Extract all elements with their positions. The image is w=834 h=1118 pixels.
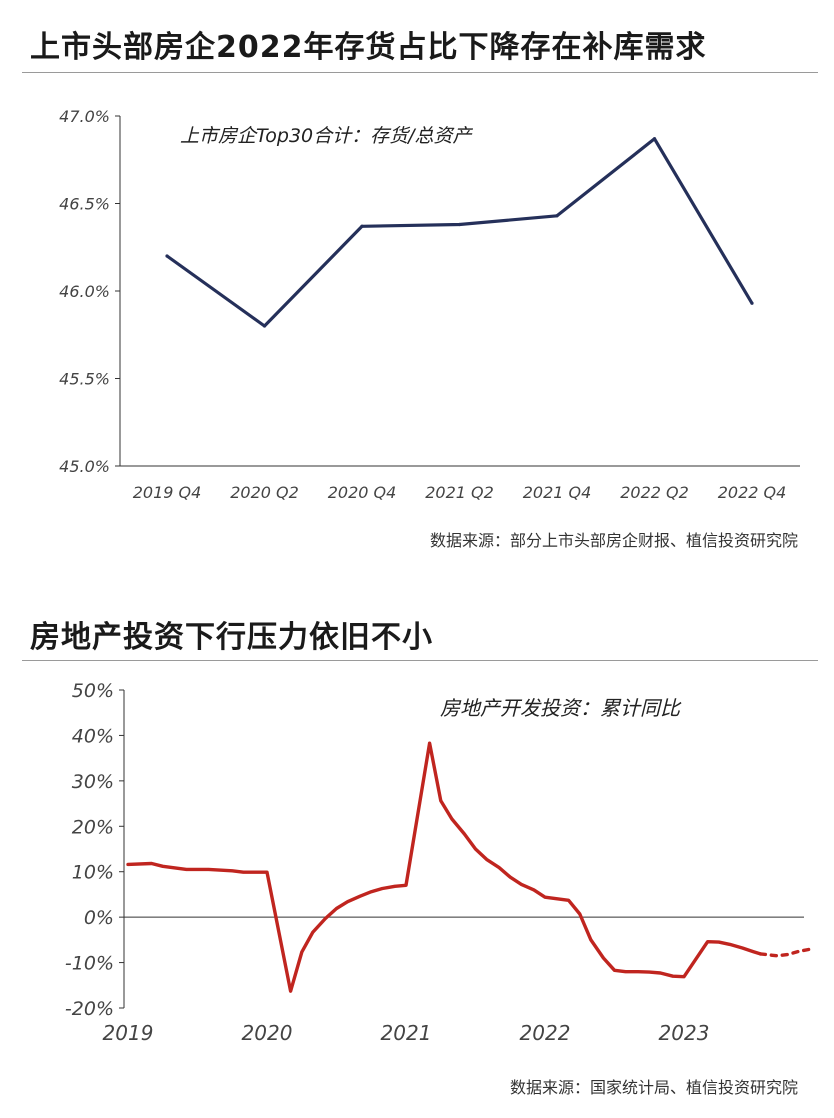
chart1-subtitle: 上市房企Top30合计：存货/总资产 bbox=[180, 125, 474, 147]
chart1-x-tick-label: 2021 Q4 bbox=[523, 483, 592, 502]
chart1-title: 上市头部房企2022年存货占比下降存在补库需求 bbox=[30, 30, 707, 65]
chart2-y-tick-label: 20% bbox=[72, 816, 114, 838]
chart2-y-tick-label: 10% bbox=[72, 862, 114, 884]
chart1-data-point bbox=[457, 222, 462, 227]
chart2-y-tick-label: 50% bbox=[72, 680, 114, 702]
chart2-title-rule bbox=[22, 660, 818, 661]
chart1-x-tick-label: 2021 Q2 bbox=[425, 483, 494, 502]
chart1-y-tick-label: 46.5% bbox=[59, 195, 110, 214]
chart2-y-tick-label: 40% bbox=[72, 725, 114, 747]
chart1-y-tick-label: 47.0% bbox=[59, 107, 110, 126]
chart2-y-tick-label: -20% bbox=[65, 998, 114, 1020]
chart1-data-point bbox=[652, 137, 657, 141]
chart2-y-tick-label: 30% bbox=[72, 771, 114, 793]
chart1-data-point bbox=[262, 324, 267, 328]
chart1-x-tick-label: 2020 Q4 bbox=[328, 483, 397, 502]
chart1-y-tick-label: 46.0% bbox=[59, 282, 110, 301]
chart1-x-tick-label: 2020 Q2 bbox=[230, 483, 299, 502]
chart2-x-tick-label: 2022 bbox=[520, 1021, 571, 1045]
chart1-y-tick-label: 45.5% bbox=[59, 370, 110, 389]
chart1-data-point bbox=[165, 254, 169, 258]
chart1-data-point bbox=[360, 224, 364, 228]
chart2-series-line bbox=[126, 741, 763, 993]
real-estate-investment-chart: -20% -10% 0% 10% 20% 30% 40% 50% 2019 2020 2021 202… bbox=[65, 680, 814, 1045]
chart1-y-tick-label: 45.0% bbox=[59, 457, 110, 476]
chart2-title: 房地产投资下行压力依旧不小 bbox=[30, 620, 433, 655]
inventory-ratio-chart: 45.0% 45.5% 46.0% 46.5% 47.0% 2019 Q4 2020 Q2 2… bbox=[59, 107, 800, 502]
chart1-x-tick-label: 2019 Q4 bbox=[133, 483, 202, 502]
chart1-source: 数据来源：部分上市头部房企财报、植信投资研究院 bbox=[429, 531, 798, 550]
chart2-source: 数据来源：国家统计局、植信投资研究院 bbox=[509, 1078, 798, 1097]
chart2-x-tick-label: 2020 bbox=[242, 1021, 293, 1045]
chart1-title-rule bbox=[22, 72, 818, 73]
chart2-x-tick-label: 2019 bbox=[103, 1021, 154, 1045]
chart2-y-tick-label: -10% bbox=[65, 953, 114, 975]
chart1-data-point bbox=[555, 214, 559, 218]
chart2-x-tick-label: 2023 bbox=[659, 1021, 710, 1045]
chart1-series-line bbox=[166, 137, 754, 328]
chart1-data-point bbox=[750, 301, 754, 305]
chart2-y-tick-label: 0% bbox=[84, 907, 114, 929]
chart1-x-tick-label: 2022 Q4 bbox=[718, 483, 787, 502]
chart2-subtitle: 房地产开发投资：累计同比 bbox=[440, 696, 682, 720]
chart1-x-tick-label: 2022 Q2 bbox=[620, 483, 689, 502]
chart2-x-tick-label: 2021 bbox=[381, 1021, 432, 1045]
chart2-series-line-forecast bbox=[758, 947, 814, 958]
